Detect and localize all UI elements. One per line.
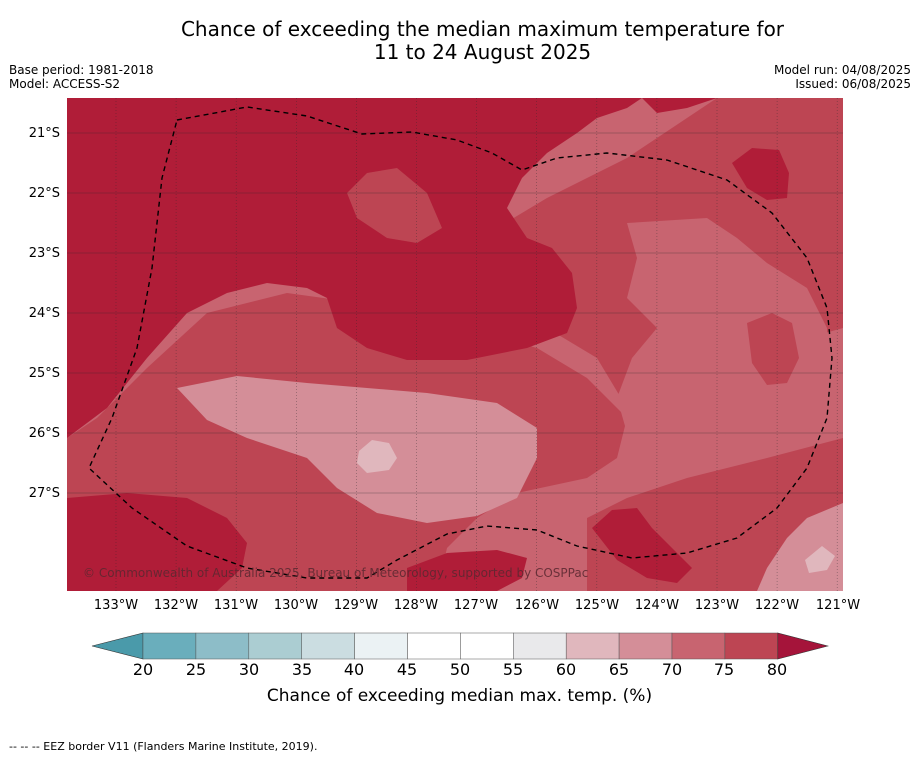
colorbar-tick: 40 — [343, 660, 365, 679]
colorbar-segment — [354, 632, 408, 660]
band-80-north — [67, 98, 642, 438]
band-75-blob-e2 — [747, 313, 799, 385]
meta-left: Base period: 1981-2018 Model: ACCESS-S2 — [9, 63, 154, 91]
band-80-south — [407, 550, 527, 591]
lat-label: 27°S — [28, 486, 60, 501]
lon-label: 125°W — [574, 598, 620, 613]
issued-text: Issued: 06/08/2025 — [795, 77, 911, 91]
model-text: Model: ACCESS-S2 — [9, 77, 121, 91]
colorbar-segment — [671, 632, 726, 660]
band-65-70 — [177, 376, 537, 523]
colorbar — [90, 631, 830, 665]
map-svg — [67, 98, 843, 591]
lon-label: 126°W — [514, 598, 560, 613]
colorbar-tick: 65 — [608, 660, 630, 679]
lon-label: 132°W — [153, 598, 199, 613]
base-period-text: Base period: 1981-2018 — [9, 63, 154, 77]
colorbar-tick: 55 — [502, 660, 524, 679]
meta-right: Model run: 04/08/2025 Issued: 06/08/2025 — [774, 63, 911, 91]
colorbar-tick: 75 — [713, 660, 735, 679]
lat-label: 25°S — [28, 366, 60, 381]
colorbar-svg — [91, 632, 829, 660]
lon-label: 121°W — [815, 598, 861, 613]
copyright-text: © Commonwealth of Australia 2025, Bureau… — [83, 566, 589, 580]
colorbar-segment — [618, 632, 673, 660]
band-60-65-spot — [357, 440, 397, 473]
lat-label: 22°S — [28, 186, 60, 201]
colorbar-tick: 30 — [238, 660, 260, 679]
colorbar-tick: 35 — [291, 660, 313, 679]
colorbar-under-arrow — [91, 632, 144, 660]
lat-label: 21°S — [28, 126, 60, 141]
colorbar-segment — [248, 632, 302, 660]
band-60-65-spot-se — [805, 546, 835, 573]
colorbar-segment — [565, 632, 620, 660]
band-80-southwest — [67, 493, 247, 591]
band-80-ne — [642, 98, 717, 113]
lon-label: 128°W — [393, 598, 439, 613]
lon-label: 133°W — [93, 598, 139, 613]
lat-label: 26°S — [28, 426, 60, 441]
lon-label: 129°W — [333, 598, 379, 613]
colorbar-segment — [407, 632, 461, 660]
lat-label: 23°S — [28, 246, 60, 261]
band-75-blob-n — [347, 168, 442, 243]
colorbar-segment — [301, 632, 355, 660]
colorbar-segment — [142, 632, 197, 660]
band-80-blob-s — [592, 508, 692, 583]
colorbar-segment — [460, 632, 514, 660]
lon-label: 124°W — [634, 598, 680, 613]
eez-border — [88, 106, 833, 579]
lon-label: 122°W — [754, 598, 800, 613]
graticule — [67, 98, 843, 591]
colorbar-tick: 20 — [132, 660, 154, 679]
colorbar-over-arrow — [777, 632, 829, 660]
map-panel[interactable] — [67, 98, 843, 591]
colorbar-tick: 80 — [766, 660, 788, 679]
title-line-2: 11 to 24 August 2025 — [373, 40, 592, 64]
colorbar-segment — [724, 632, 779, 660]
chart-title: Chance of exceeding the median maximum t… — [0, 18, 919, 64]
colorbar-tick: 70 — [661, 660, 683, 679]
band-70-east — [617, 218, 827, 443]
lon-label: 130°W — [273, 598, 319, 613]
lon-label: 123°W — [694, 598, 740, 613]
title-line-1: Chance of exceeding the median maximum t… — [180, 17, 785, 41]
lat-label: 24°S — [28, 306, 60, 321]
lon-label: 131°W — [213, 598, 259, 613]
colorbar-segment — [513, 632, 567, 660]
model-run-text: Model run: 04/08/2025 — [773, 63, 911, 77]
colorbar-tick: 50 — [449, 660, 471, 679]
colorbar-tick: 25 — [185, 660, 207, 679]
colorbar-tick: 45 — [396, 660, 418, 679]
eez-legend-note: -- -- -- EEZ border V11 (Flanders Marine… — [9, 740, 318, 753]
colorbar-segment — [195, 632, 250, 660]
band-80-blob-e — [732, 148, 789, 200]
colorbar-tick: 60 — [555, 660, 577, 679]
lon-label: 127°W — [453, 598, 499, 613]
colorbar-label: Chance of exceeding median max. temp. (%… — [266, 686, 653, 706]
